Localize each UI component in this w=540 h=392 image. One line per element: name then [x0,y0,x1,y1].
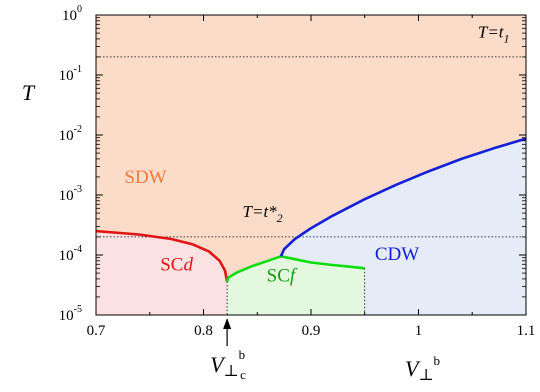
region-label-cdw: CDW [375,244,419,265]
phase-boundaries [96,137,526,282]
reference-label-t1-sub: 1 [504,32,510,46]
y-tick-exp: 0 [77,4,82,15]
y-tick-label: 10-3 [59,184,82,204]
reference-label-t2-main: T=t* [243,202,278,221]
region-label-scf-main: SC [267,266,290,287]
critical-point-marker: V⊥b c [210,318,246,382]
region-label-scd-italic: d [183,255,193,276]
y-tick-base: 10 [59,188,74,204]
reference-label-t1: T=t1 [478,23,510,46]
marker-label-sup: b [239,347,246,362]
region-fill-sdw [96,15,526,282]
y-tick-label: 100 [62,4,82,24]
y-tick-base: 10 [59,128,74,144]
x-axis-label-sup: b [434,353,441,368]
y-tick-label: 10-5 [59,304,82,324]
reference-label-t1-main: T=t [478,23,505,42]
region-fill-scd [96,231,228,315]
region-label-scf: SCf [267,266,298,287]
reference-label-t2: T=t*2 [243,202,283,225]
y-tick-label: 10-1 [59,64,82,84]
marker-label-perp: ⊥ [224,363,239,380]
y-tick-base: 10 [59,248,74,264]
reference-lines [96,56,526,238]
marker-arrow-head [223,318,232,329]
y-tick-label: 10-4 [59,244,82,264]
region-label-scd-main: SC [160,255,183,276]
y-axis-label: T [22,80,36,105]
x-tick-label: 0.8 [194,323,213,339]
marker-label-sub: c [240,367,246,382]
reference-line-labels: T=t1 T=t*2 [243,23,510,225]
reference-label-t2-sub: 2 [277,211,283,225]
x-axis-label-perp: ⊥ [418,367,433,384]
boundary-scd [96,229,229,282]
region-label-scf-italic: f [290,266,298,287]
y-tick-exp: -5 [74,304,82,315]
vertical-boundary-lines [226,268,366,315]
y-tick-label: 10-2 [59,124,82,144]
y-tick-exp: -2 [74,124,82,135]
x-axis-label-main: V [405,356,421,381]
x-axis-label: V⊥b [405,353,440,384]
y-tick-exp: -4 [74,244,82,255]
x-tick-label: 1 [415,323,423,339]
y-tick-exp: -1 [74,64,82,75]
x-axis-ticks: 0.7 0.8 0.9 1 1.1 [87,15,536,339]
marker-label-main: V [210,352,226,377]
region-fill-scf [227,256,365,315]
y-tick-base: 10 [62,8,77,24]
y-tick-base: 10 [59,68,74,84]
y-tick-base: 10 [59,308,74,324]
x-tick-label: 1.1 [517,323,536,339]
x-tick-label: 0.7 [87,323,106,339]
marker-label: V⊥b c [210,347,246,382]
region-fill-cdw [280,138,526,315]
region-fills [96,15,526,315]
region-label-sdw: SDW [124,167,166,188]
region-labels: SDW SCd SCf CDW [124,167,419,287]
x-tick-label: 0.9 [302,323,321,339]
y-tick-exp: -3 [74,184,82,195]
boundary-cdw [279,137,526,257]
region-label-scd: SCd [160,255,193,276]
